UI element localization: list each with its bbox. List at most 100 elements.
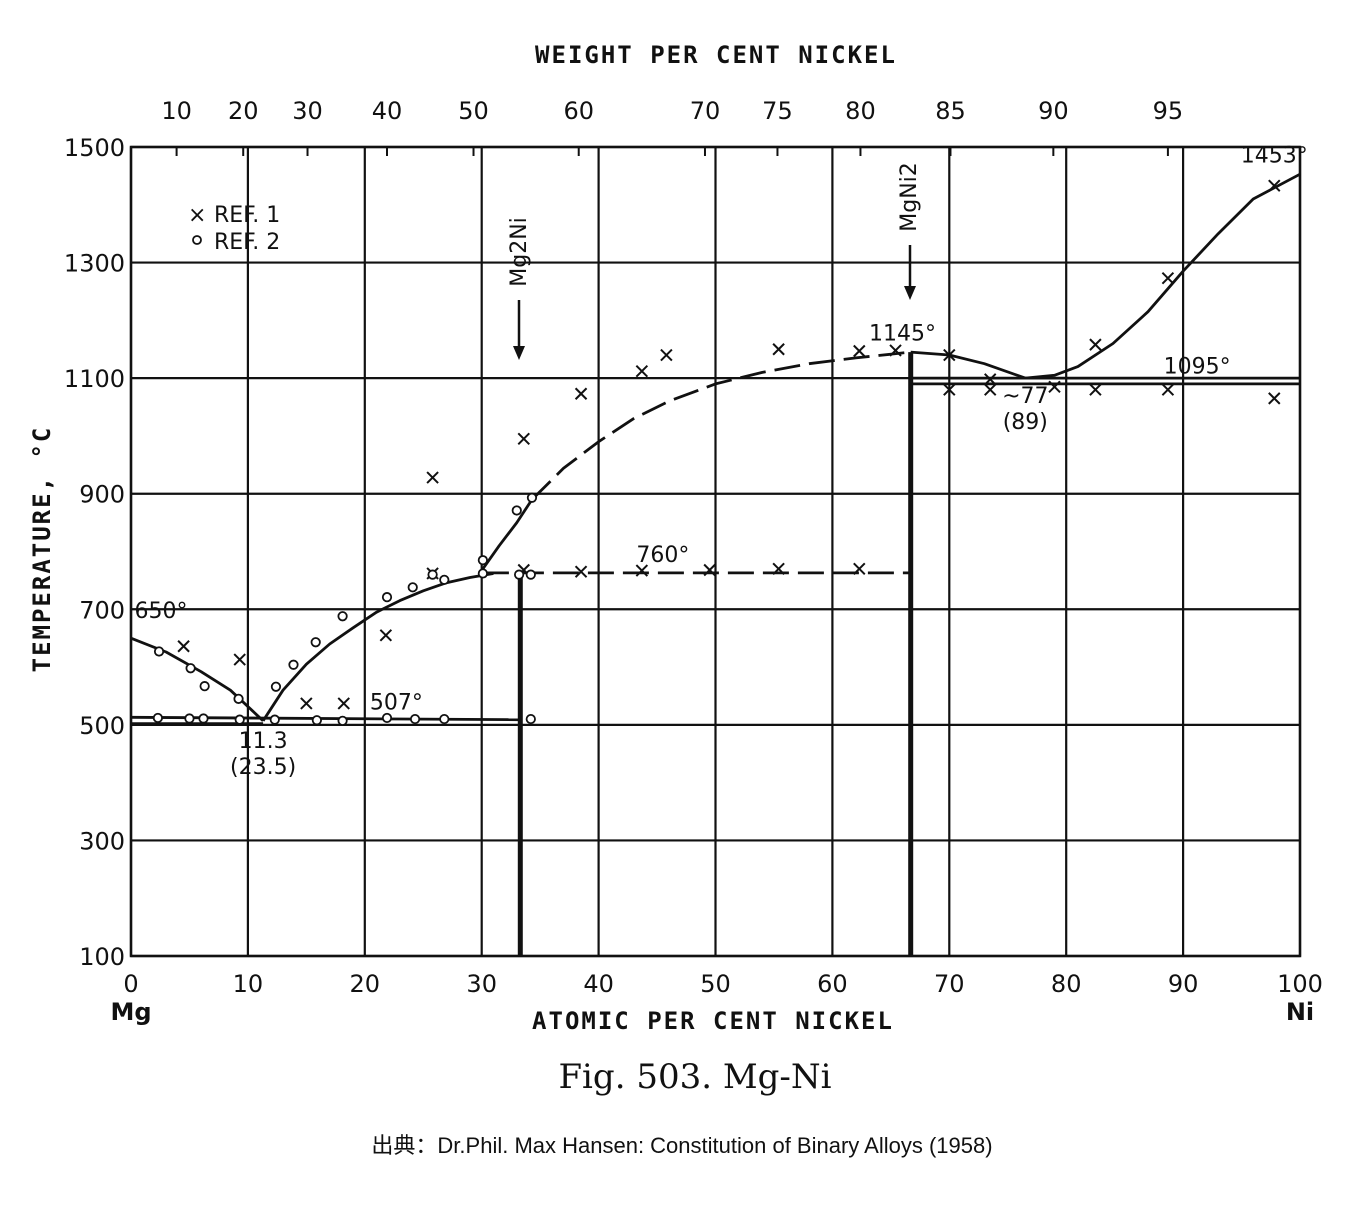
legend-marker-ref1: ×	[188, 203, 206, 228]
y-tick-label: 900	[79, 481, 125, 509]
ref1-marker	[574, 387, 588, 400]
legend: × REF. 1 REF. 2	[188, 203, 280, 255]
ref2-marker	[525, 713, 536, 725]
ref1-marker	[853, 562, 866, 576]
annotation-label: 11.3	[239, 729, 288, 754]
phase-boundary	[261, 572, 494, 722]
top-axis-tick-label: 20	[228, 97, 259, 125]
ref2-marker	[184, 713, 195, 724]
ref1-marker	[574, 565, 588, 578]
top-axis-tick-label: 40	[372, 97, 403, 125]
ref1-marker	[233, 653, 246, 666]
top-axis-tick-label: 60	[563, 97, 594, 125]
top-axis-tick-label: 10	[161, 97, 192, 125]
phase-boundary	[531, 350, 911, 501]
y-tick-label: 1500	[64, 134, 125, 162]
top-axis-tick-label: 85	[935, 97, 966, 125]
x-end-label-left: Mg	[110, 998, 151, 1026]
ref1-marker	[889, 344, 902, 357]
top-axis-tick-label: 50	[458, 97, 489, 125]
ref1-marker	[379, 629, 393, 642]
ref2-marker	[381, 592, 393, 603]
x-tick-label: 40	[583, 970, 614, 998]
ref1-marker	[337, 697, 350, 710]
x-tick-label: 90	[1168, 970, 1199, 998]
ref1-marker	[517, 432, 530, 446]
source-citation: 出典：Dr.Phil. Max Hansen: Constitution of …	[371, 1133, 992, 1158]
y-tick-label: 1100	[64, 365, 125, 393]
ref2-marker	[525, 569, 536, 580]
compound-label-mg2ni: Mg2Ni	[507, 217, 532, 360]
annotation-label: (89)	[1003, 410, 1048, 435]
top-axis-label: WEIGHT PER CENT NICKEL	[535, 41, 897, 69]
ref1-marker	[177, 640, 190, 653]
ref1-marker	[853, 344, 866, 358]
top-axis-tick-label: 90	[1038, 97, 1069, 125]
ref2-marker	[310, 637, 321, 648]
ref1-marker	[426, 471, 439, 484]
data-markers	[152, 179, 1281, 726]
ref2-marker	[288, 659, 299, 670]
ref2-marker	[526, 492, 538, 503]
top-axis-tick-label: 70	[690, 97, 721, 125]
x-tick-label: 20	[350, 970, 381, 998]
ref2-marker	[269, 714, 280, 725]
annotations: 650° 507° 11.3(23.5) 760° 1145° 1095° ~77(89) 1…	[135, 144, 1308, 780]
legend-marker-ref2	[192, 235, 202, 245]
x-tick-label: 60	[817, 970, 848, 998]
phase-boundary	[130, 715, 521, 722]
ref2-marker	[199, 681, 210, 692]
ref2-marker	[427, 569, 438, 580]
ref1-marker	[703, 563, 716, 577]
ref2-marker	[439, 574, 450, 585]
compound-name-mgni2: MgNi2	[897, 162, 922, 232]
ref1-marker	[772, 562, 785, 576]
x-tick-label: 10	[233, 970, 264, 998]
ref2-marker	[185, 663, 196, 674]
ref1-marker	[943, 383, 956, 396]
ref2-marker	[234, 714, 245, 725]
ref2-marker	[381, 712, 393, 724]
annotation-label: 650°	[135, 599, 188, 624]
x-end-label-right: Ni	[1286, 998, 1314, 1026]
x-tick-label: 30	[466, 970, 497, 998]
ref1-marker	[635, 564, 649, 577]
y-tick-label: 500	[79, 712, 125, 740]
y-tick-label: 100	[79, 943, 125, 971]
x-tick-label: 100	[1277, 970, 1323, 998]
ref1-marker	[984, 373, 997, 386]
ref2-marker	[409, 713, 421, 725]
ref2-marker	[407, 582, 418, 593]
annotation-label: 1145°	[869, 322, 936, 347]
y-axis-label: TEMPERATURE, °C	[28, 426, 56, 673]
annotation-label: 507°	[370, 690, 423, 715]
ref2-marker	[439, 713, 450, 725]
annotation-label: 760°	[636, 543, 689, 568]
ref2-marker	[337, 715, 348, 726]
ref1-marker	[1268, 179, 1281, 192]
compound-name-mg2ni: Mg2Ni	[507, 217, 532, 287]
x-tick-label: 0	[123, 970, 138, 998]
ref2-marker	[514, 569, 525, 580]
legend-label-ref1: REF. 1	[214, 203, 280, 228]
figure-caption: Fig. 503. Mg-Ni	[558, 1057, 831, 1097]
ref1-marker	[660, 348, 673, 362]
ref2-marker	[337, 611, 348, 622]
ref1-marker	[943, 348, 956, 362]
annotation-label: 1453°	[1241, 144, 1308, 169]
ref1-marker	[1161, 383, 1175, 396]
x-tick-label: 80	[1051, 970, 1082, 998]
x-axis-label: ATOMIC PER CENT NICKEL	[532, 1007, 894, 1035]
top-axis-tick-label: 75	[762, 97, 793, 125]
phase-boundary	[481, 498, 534, 570]
y-tick-label: 1300	[64, 250, 125, 278]
annotation-label: ~77	[1002, 384, 1048, 409]
annotation-label: 1095°	[1164, 355, 1231, 380]
x-tick-label: 50	[700, 970, 731, 998]
grid-lines	[129, 145, 1302, 958]
ref2-marker	[477, 555, 488, 566]
ref1-marker	[1161, 271, 1175, 285]
x-tick-label: 70	[934, 970, 965, 998]
ref1-marker	[1268, 392, 1281, 405]
